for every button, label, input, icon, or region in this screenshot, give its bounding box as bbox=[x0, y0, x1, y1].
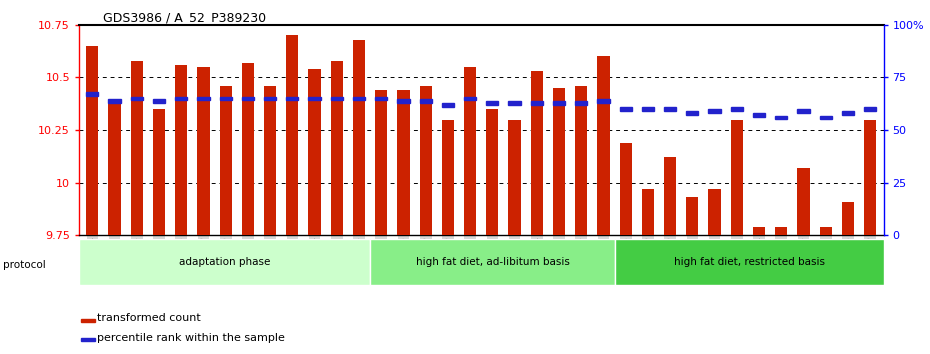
Bar bbox=[86, 46, 99, 235]
Text: protocol: protocol bbox=[3, 261, 46, 270]
Text: adaptation phase: adaptation phase bbox=[179, 257, 270, 267]
Bar bbox=[82, 338, 95, 341]
Bar bbox=[731, 120, 743, 235]
Bar bbox=[664, 158, 676, 235]
Bar bbox=[642, 107, 654, 111]
Bar bbox=[197, 67, 209, 235]
Bar bbox=[286, 35, 299, 235]
Bar bbox=[575, 86, 588, 235]
Bar bbox=[509, 101, 521, 105]
Bar bbox=[686, 198, 698, 235]
Bar bbox=[86, 92, 99, 96]
Bar bbox=[219, 86, 232, 235]
Bar bbox=[331, 61, 343, 235]
Text: high fat diet, restricted basis: high fat diet, restricted basis bbox=[674, 257, 825, 267]
Bar bbox=[753, 113, 765, 117]
Bar bbox=[864, 107, 876, 111]
Bar bbox=[616, 239, 884, 285]
Bar bbox=[82, 319, 95, 322]
Bar bbox=[153, 99, 166, 103]
Bar bbox=[531, 71, 543, 235]
Bar bbox=[597, 99, 609, 103]
Bar bbox=[369, 239, 616, 285]
Bar bbox=[509, 120, 521, 235]
Bar bbox=[797, 168, 810, 235]
Bar bbox=[486, 109, 498, 235]
Bar bbox=[819, 115, 831, 119]
Bar bbox=[731, 107, 743, 111]
Bar bbox=[375, 97, 388, 101]
Bar bbox=[597, 56, 609, 235]
Bar bbox=[109, 99, 121, 103]
Bar bbox=[286, 97, 299, 101]
Bar bbox=[464, 67, 476, 235]
Text: percentile rank within the sample: percentile rank within the sample bbox=[97, 332, 285, 343]
Bar bbox=[864, 120, 876, 235]
Bar bbox=[79, 239, 369, 285]
Bar bbox=[175, 65, 187, 235]
Bar bbox=[219, 97, 232, 101]
Bar bbox=[197, 97, 209, 101]
Bar bbox=[464, 97, 476, 101]
Bar bbox=[575, 101, 588, 105]
Bar bbox=[553, 88, 565, 235]
Bar bbox=[109, 103, 121, 235]
Bar bbox=[153, 109, 166, 235]
Text: high fat diet, ad-libitum basis: high fat diet, ad-libitum basis bbox=[416, 257, 569, 267]
Bar bbox=[442, 120, 454, 235]
Bar bbox=[353, 40, 365, 235]
Bar bbox=[242, 97, 254, 101]
Bar bbox=[531, 101, 543, 105]
Bar bbox=[642, 189, 654, 235]
Bar bbox=[331, 97, 343, 101]
Bar bbox=[397, 90, 409, 235]
Bar bbox=[553, 101, 565, 105]
Bar bbox=[797, 109, 810, 113]
Bar bbox=[842, 202, 854, 235]
Bar bbox=[375, 90, 388, 235]
Bar bbox=[131, 97, 143, 101]
Bar bbox=[419, 99, 432, 103]
Bar bbox=[819, 227, 831, 235]
Bar bbox=[486, 101, 498, 105]
Bar bbox=[242, 63, 254, 235]
Bar bbox=[664, 107, 676, 111]
Bar bbox=[842, 112, 854, 115]
Bar bbox=[753, 227, 765, 235]
Bar bbox=[709, 189, 721, 235]
Bar bbox=[709, 109, 721, 113]
Bar bbox=[776, 115, 788, 119]
Bar bbox=[131, 61, 143, 235]
Bar bbox=[175, 97, 187, 101]
Bar bbox=[264, 86, 276, 235]
Bar bbox=[776, 227, 788, 235]
Bar bbox=[686, 112, 698, 115]
Bar bbox=[309, 97, 321, 101]
Bar bbox=[619, 107, 631, 111]
Bar bbox=[419, 86, 432, 235]
Bar bbox=[264, 97, 276, 101]
Bar bbox=[442, 103, 454, 107]
Bar bbox=[309, 69, 321, 235]
Bar bbox=[353, 97, 365, 101]
Text: GDS3986 / A_52_P389230: GDS3986 / A_52_P389230 bbox=[103, 11, 266, 24]
Bar bbox=[619, 143, 631, 235]
Bar bbox=[397, 99, 409, 103]
Text: transformed count: transformed count bbox=[97, 313, 201, 323]
